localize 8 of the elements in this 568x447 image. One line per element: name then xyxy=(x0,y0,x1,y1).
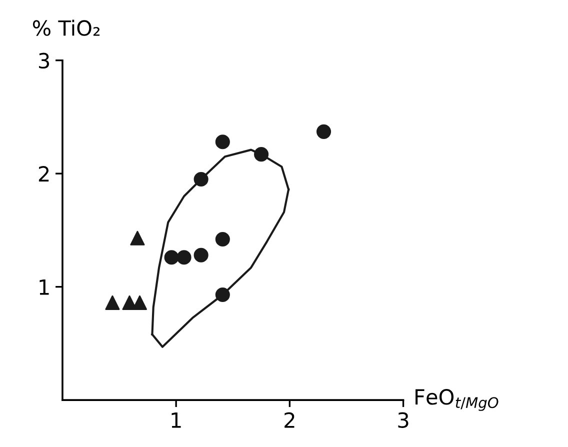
x-tick-label: 1 xyxy=(172,412,181,428)
x-tick-label: 3 xyxy=(398,412,408,428)
y-tick-label: 3 xyxy=(39,52,50,69)
x-tick-label: 2 xyxy=(284,412,294,428)
x-axis-title: FeO$_{t/MgO}$ xyxy=(416,389,498,411)
y-axis-title: % TiO₂ xyxy=(32,20,100,36)
y-tick-label: 1 xyxy=(40,280,49,295)
y-tick-label: 2 xyxy=(38,166,49,182)
